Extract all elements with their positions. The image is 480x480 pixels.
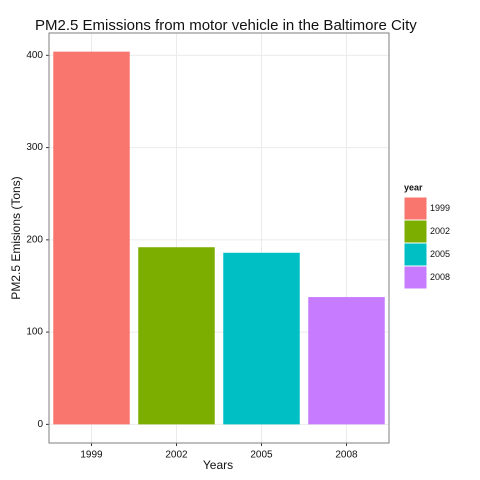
plot-border (48, 32, 390, 444)
y-tick-label: 400 (26, 50, 43, 61)
y-tick-label: 300 (26, 142, 43, 153)
bar (138, 247, 215, 425)
legend-title: year (404, 182, 423, 192)
y-tick-label: 100 (26, 327, 43, 338)
legend-key (403, 242, 428, 267)
y-tick-label: 0 (37, 419, 43, 430)
legend-label: 2005 (430, 249, 450, 259)
bar (308, 297, 385, 425)
chart-title: PM2.5 Emissions from motor vehicle in th… (35, 17, 417, 34)
x-axis-title: Years (203, 458, 233, 472)
legend-label: 2008 (430, 272, 450, 282)
legend-key (403, 219, 428, 244)
x-tick-label: 1999 (80, 450, 103, 461)
y-axis-title: PM2.5 Emisions (Tons) (9, 176, 23, 299)
x-tick-label: 2002 (165, 450, 188, 461)
bar (53, 51, 130, 425)
y-tick-label: 200 (26, 234, 43, 245)
legend-key (403, 196, 428, 221)
x-tick-label: 2005 (250, 450, 273, 461)
legend-label: 2002 (430, 226, 450, 236)
x-tick-label: 2008 (335, 450, 358, 461)
bar (223, 252, 300, 425)
legend-key (403, 265, 428, 290)
legend-label: 1999 (430, 203, 450, 213)
